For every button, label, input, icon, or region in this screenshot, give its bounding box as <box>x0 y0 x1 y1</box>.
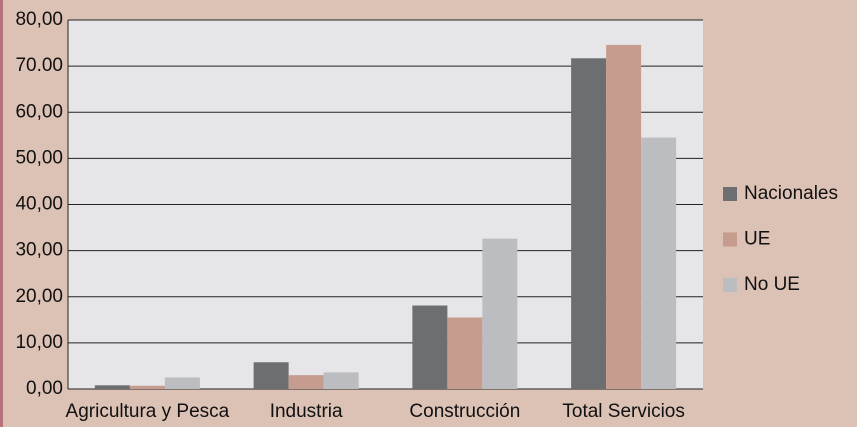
y-tick-label: 20,00 <box>15 286 63 307</box>
bar <box>288 375 324 389</box>
x-tick-label: Total Servicios <box>562 401 685 422</box>
legend-swatch <box>723 187 737 201</box>
y-tick-label: 40,00 <box>15 194 63 215</box>
bar <box>641 137 677 389</box>
x-tick-label: Construcción <box>409 401 520 422</box>
legend-label: No UE <box>744 274 800 295</box>
bar <box>412 305 448 389</box>
y-tick-label: 0,00 <box>26 378 63 399</box>
bar <box>482 238 518 389</box>
legend-swatch <box>723 232 737 247</box>
x-tick-label: Agricultura y Pesca <box>66 401 230 422</box>
y-tick-label: 30,00 <box>15 240 63 261</box>
y-tick-label: 80,00 <box>15 9 63 30</box>
left-edge <box>0 0 3 427</box>
y-tick-label: 10,00 <box>15 332 63 353</box>
legend-label: Nacionales <box>744 183 838 204</box>
bar <box>253 362 289 389</box>
bar <box>129 385 165 389</box>
y-tick-label: 70.00 <box>15 55 63 76</box>
y-tick-label: 60,00 <box>15 101 63 122</box>
legend-swatch <box>723 278 737 292</box>
bar <box>323 372 359 389</box>
y-tick-label: 50,00 <box>15 147 63 168</box>
bar <box>164 377 200 389</box>
legend-label: UE <box>744 229 770 250</box>
bar <box>606 44 642 389</box>
bar <box>94 385 130 389</box>
bar <box>571 58 607 389</box>
bar <box>447 317 483 389</box>
x-tick-label: Industria <box>270 401 343 422</box>
